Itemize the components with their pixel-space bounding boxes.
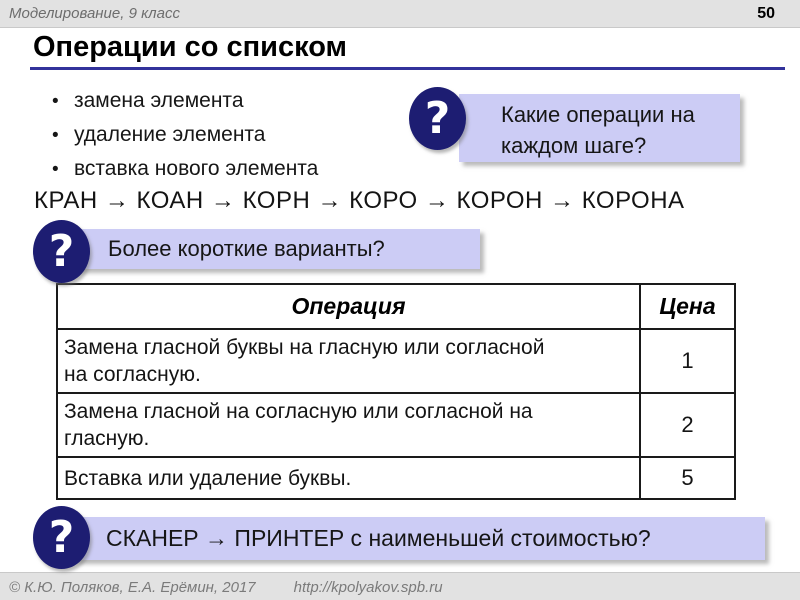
bullet-icon: • [52, 91, 59, 112]
table-row: Замена гласной буквы на гласную или согл… [56, 328, 736, 394]
bullet-text: удаление элемента [74, 123, 266, 146]
title-underline [30, 67, 785, 70]
list-item: • замена элемента [52, 84, 318, 118]
callout-text: Более короткие варианты? [108, 236, 385, 261]
operation-cell: Вставка или удаление буквы. [64, 466, 352, 490]
callout-text: Какие операции на [501, 102, 695, 127]
column-header-operation: Операция [56, 283, 641, 330]
table-row: Замена гласной на согласную или согласно… [56, 392, 736, 458]
page-number: 50 [757, 4, 775, 22]
column-header-cost: Цена [639, 283, 736, 330]
course-label: Моделирование, 9 класс [9, 5, 180, 22]
question-icon: ? [33, 220, 90, 283]
cost-cell: 1 [639, 328, 736, 394]
bullet-list: • замена элемента • удаление элемента • … [52, 84, 318, 186]
copyright-text: © К.Ю. Поляков, Е.А. Ерёмин, 2017 [9, 578, 256, 596]
footer-url: http://kpolyakov.spb.ru [293, 578, 443, 596]
cost-cell: 2 [639, 392, 736, 458]
bullet-text: вставка нового элемента [74, 157, 319, 180]
operation-cell: Замена гласной на согласную или согласно… [64, 400, 533, 450]
operation-cell: Замена гласной буквы на гласную или согл… [64, 336, 545, 386]
callout-shorter-question: Более короткие варианты? [74, 229, 480, 269]
word-sequence: КРАН → КОАН → КОРН → КОРО → КОРОН → КОРО… [34, 187, 685, 214]
callout-text: СКАНЕР → ПРИНТЕР с наименьшей стоимостью… [106, 525, 651, 551]
bullet-text: замена элемента [74, 89, 244, 112]
list-item: • удаление элемента [52, 118, 318, 152]
callout-min-cost-question: СКАНЕР → ПРИНТЕР с наименьшей стоимостью… [74, 517, 765, 560]
table-row: Вставка или удаление буквы. 5 [56, 456, 736, 500]
bullet-icon: • [52, 159, 59, 180]
cost-cell: 5 [639, 456, 736, 500]
callout-steps-question: Какие операции на каждом шаге? [459, 94, 740, 162]
list-item: • вставка нового элемента [52, 152, 318, 186]
callout-text: каждом шаге? [501, 133, 647, 158]
question-icon: ? [33, 506, 90, 569]
operation-cost-table: Операция Цена Замена гласной буквы на гл… [56, 283, 736, 500]
bullet-icon: • [52, 125, 59, 146]
top-bar: Моделирование, 9 класс 50 [0, 0, 800, 28]
slide-title: Операции со списком [33, 31, 348, 63]
footer-bar: © К.Ю. Поляков, Е.А. Ерёмин, 2017 http:/… [0, 572, 800, 600]
table-header-row: Операция Цена [56, 283, 736, 330]
question-icon: ? [409, 87, 466, 150]
